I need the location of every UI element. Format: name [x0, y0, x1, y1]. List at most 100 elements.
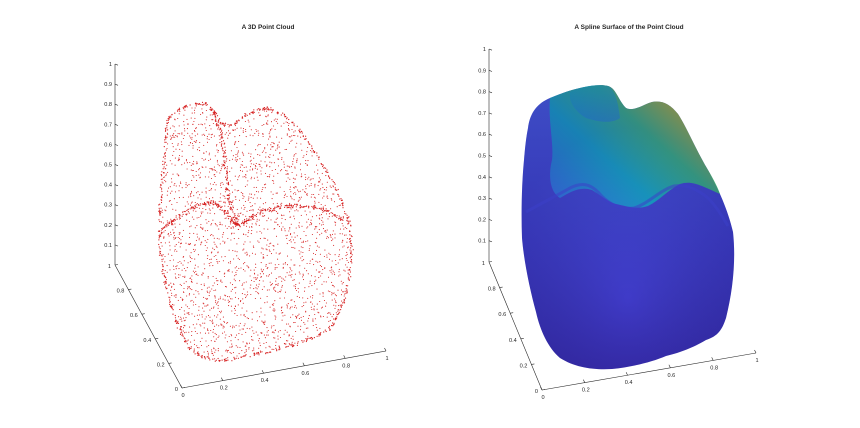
cloud-point	[192, 123, 194, 125]
cloud-point	[235, 274, 237, 276]
cloud-point	[325, 210, 327, 212]
cloud-point	[176, 218, 178, 220]
cloud-point	[235, 334, 238, 336]
cloud-point	[221, 134, 223, 136]
cloud-point	[220, 144, 222, 146]
cloud-point	[229, 132, 231, 134]
cloud-point	[238, 119, 240, 121]
cloud-point	[271, 325, 273, 327]
cloud-point	[229, 351, 231, 354]
cloud-point	[335, 302, 337, 304]
cloud-point	[268, 206, 270, 209]
cloud-point	[184, 205, 186, 207]
z-tick-label: 0.6	[104, 142, 112, 148]
cloud-point	[293, 322, 295, 324]
cloud-point	[223, 125, 226, 127]
cloud-point	[322, 197, 324, 199]
cloud-point	[257, 179, 259, 181]
cloud-point	[244, 120, 246, 123]
cloud-point	[216, 149, 218, 151]
y-tick-label: 0.8	[488, 287, 496, 293]
cloud-point	[174, 130, 176, 132]
cloud-point	[171, 136, 173, 138]
cloud-point	[244, 293, 246, 295]
cloud-point	[299, 204, 301, 206]
cloud-point	[311, 151, 313, 153]
cloud-point	[318, 333, 320, 336]
cloud-point	[333, 182, 335, 184]
cloud-point	[214, 351, 216, 353]
cloud-point	[305, 235, 307, 237]
cloud-point	[158, 209, 161, 211]
cloud-point	[313, 308, 315, 310]
cloud-point	[160, 174, 162, 176]
cloud-point	[214, 169, 216, 171]
cloud-point	[214, 114, 216, 116]
cloud-point	[179, 133, 181, 135]
cloud-point	[171, 181, 173, 183]
cloud-point	[162, 258, 164, 260]
cloud-point	[244, 270, 246, 272]
cloud-point	[182, 291, 185, 293]
cloud-point	[182, 107, 184, 109]
cloud-point	[230, 207, 232, 209]
cloud-point	[277, 122, 279, 124]
cloud-point	[350, 224, 352, 226]
cloud-point	[350, 276, 352, 278]
cloud-point	[301, 206, 303, 208]
cloud-point	[219, 129, 221, 131]
cloud-point	[293, 232, 295, 234]
cloud-point	[197, 351, 199, 353]
cloud-point	[236, 251, 238, 253]
cloud-point	[283, 297, 286, 299]
cloud-point	[203, 283, 205, 285]
cloud-point	[290, 140, 292, 142]
cloud-point	[268, 108, 270, 111]
cloud-point	[228, 305, 230, 307]
cloud-point	[318, 312, 320, 314]
cloud-point	[251, 226, 253, 228]
cloud-point	[208, 189, 210, 192]
cloud-point	[198, 146, 200, 148]
cloud-point	[218, 135, 220, 137]
cloud-point	[288, 118, 290, 121]
cloud-point	[283, 161, 285, 163]
cloud-point	[202, 272, 204, 274]
cloud-point	[318, 229, 320, 231]
cloud-point	[226, 351, 228, 353]
cloud-point	[174, 237, 176, 240]
cloud-point	[302, 247, 304, 249]
cloud-point	[267, 156, 270, 158]
cloud-point	[282, 267, 284, 269]
cloud-point	[178, 233, 180, 235]
cloud-point	[302, 251, 304, 254]
cloud-point	[342, 203, 344, 205]
cloud-point	[224, 195, 226, 197]
z-tick-mark	[114, 103, 119, 106]
cloud-point	[253, 347, 255, 349]
cloud-point	[273, 162, 275, 164]
cloud-point	[249, 241, 251, 243]
cloud-point	[213, 166, 215, 168]
cloud-point	[188, 312, 190, 314]
cloud-point	[183, 162, 186, 164]
cloud-point	[165, 149, 167, 151]
cloud-point	[308, 143, 310, 145]
cloud-point	[223, 201, 225, 203]
cloud-point	[298, 250, 300, 252]
cloud-point	[346, 218, 348, 220]
cloud-point	[208, 176, 210, 178]
cloud-point	[194, 186, 196, 188]
cloud-point	[211, 114, 213, 116]
cloud-point	[227, 137, 229, 139]
cloud-point	[329, 291, 331, 293]
cloud-point	[312, 295, 314, 297]
cloud-point	[324, 210, 326, 212]
cloud-point	[319, 334, 321, 336]
cloud-point	[224, 225, 227, 227]
cloud-point	[294, 166, 296, 168]
cloud-point	[350, 250, 352, 252]
cloud-point	[169, 135, 171, 137]
cloud-point	[196, 179, 198, 181]
cloud-point	[267, 108, 269, 110]
